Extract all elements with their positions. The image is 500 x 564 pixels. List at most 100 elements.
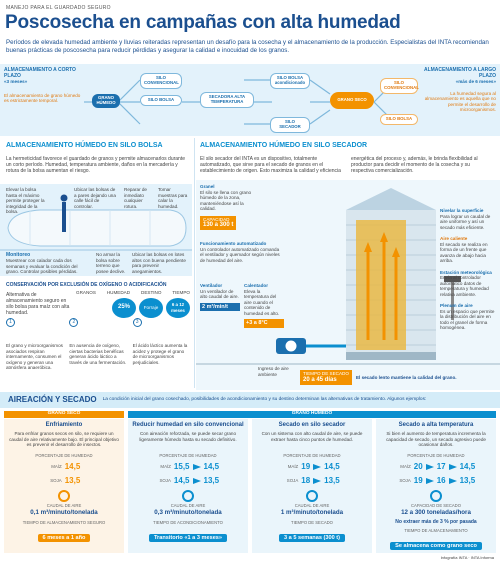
hum-value: 20 — [413, 461, 423, 471]
hum-row: MAÍZ 15,5 14,5 — [132, 461, 244, 472]
time: 6 meses a 1 año — [37, 533, 91, 543]
fan-label: Ventilador Un ventilador de alto caudal … — [200, 283, 240, 312]
hum-value: 18 — [301, 475, 311, 485]
time-label: TIEMPO DE SECADO — [303, 371, 349, 376]
bag-tip: Ubicar las bolsas de a pares dejando una… — [74, 187, 116, 209]
caudal: 0,3 m³/minuto/tonelada — [154, 509, 222, 517]
label-title: Estación meteorológica — [440, 269, 492, 275]
flow-node: GRANO HÚMEDO — [92, 94, 120, 108]
flow-node: GRANO SECO — [330, 92, 374, 109]
table-head: HUMEDAD — [106, 290, 131, 295]
step-text: En ausencia de oxígeno, ciertas bacteria… — [69, 343, 127, 365]
card-text: Con un sistema con alto caudal de aire, … — [261, 431, 363, 442]
hum-row: MAÍZ 20 17 14,5 — [380, 461, 492, 472]
arrow — [313, 463, 322, 470]
label-title: Granel — [200, 184, 215, 189]
step: 1 El grano y microorganismos asociados re… — [6, 318, 63, 371]
hum-value: 19 — [301, 461, 311, 471]
section-text: La hermeticidad favorece el guardado de … — [6, 156, 185, 174]
label-title: Plenum de aire — [440, 303, 473, 308]
step-number: 1 — [6, 318, 15, 327]
crop: MAÍZ — [51, 464, 62, 470]
caudal: 12 a 300 toneladas/hora — [401, 509, 471, 517]
flow-node: SILO SECADOR — [270, 117, 310, 133]
table-cell: 6 a 12 meses — [166, 297, 190, 318]
hum-value: 13,5 — [324, 475, 340, 485]
section-heading: ALMACENAMIENTO HÚMEDO EN SILO BOLSA — [6, 142, 163, 149]
card: Secado en silo secador Con un sistema con… — [252, 419, 372, 553]
fan-icon — [58, 490, 70, 503]
table-head: DESTINO — [141, 290, 162, 295]
aireacion-heading: AIREACIÓN Y SECADO — [8, 395, 97, 405]
time: Se almacena como grano seco — [390, 541, 482, 551]
label-title: Funcionamiento automatizado — [200, 241, 267, 247]
table-cell: Forraje — [139, 297, 163, 318]
ground-tip: No armar la bolsa sobre terreno que pose… — [96, 252, 126, 274]
aireacion-subtitle: La condición inicial del grano cosechado… — [102, 397, 427, 403]
crop: MAÍZ — [400, 464, 411, 470]
short-term-text: El almacenamiento de grano húmedo es est… — [4, 92, 81, 104]
flow-node: SILO CONVENCIONAL — [140, 73, 182, 89]
bag-illustration — [0, 194, 192, 251]
section-text: El silo secador del INTA es un dispositi… — [200, 156, 478, 174]
arrow — [313, 477, 322, 484]
step-number: 2 — [69, 318, 79, 327]
step: 3 El ácido láctico aumenta la acidez y pr… — [132, 318, 190, 371]
label-text: Un ventilador de alto caudal de aire. — [200, 288, 239, 300]
card: Reducir humedad en silo convencional Con … — [128, 419, 248, 553]
credit: Infografía INTA · INTA Informa — [440, 555, 494, 560]
flow-node: SECADORA ALTA TEMPERATURA — [200, 92, 254, 108]
card: Enfriamiento Para enfriar granos secos en… — [4, 419, 124, 553]
long-term-period: «más de 6 meses» — [455, 79, 496, 84]
capacity: CAPACIDAD 130 a 300 t — [200, 215, 237, 231]
hum-label: PORCENTAJE DE HUMEDAD — [283, 453, 341, 459]
time-label: TIEMPO DE ACONDICIONAMIENTO — [153, 519, 223, 525]
short-term-title: ALMACENAMIENTO A CORTO PLAZO — [4, 67, 76, 79]
hum-value: 13,5 — [203, 475, 220, 485]
card-title: Reducir humedad en silo convencional — [132, 422, 244, 428]
label-text: Eleva la temperatura del aire cuando el … — [244, 288, 280, 316]
time-label: TIEMPO DE ALMACENAMIENTO — [404, 527, 468, 533]
card-text: Con aireación reforzada, se puede secar … — [139, 431, 237, 442]
label-text: Para lograr un caudal de aire uniforme y… — [440, 213, 491, 230]
time-box: TIEMPO DE SECADO 20 a 45 días — [300, 370, 352, 385]
step-number: 3 — [132, 318, 142, 327]
divider — [194, 138, 195, 388]
hum-value: 19 — [413, 475, 423, 485]
monitor-text: Muestrear con calador cada dos semanas y… — [6, 258, 78, 274]
capacity-label: CAPACIDAD — [203, 216, 230, 222]
group-dry: GRANO SECO — [4, 411, 124, 418]
kicker: MANEJO PARA EL GUARDADO SEGURO — [6, 5, 111, 11]
capacity-value: 130 a 300 t — [203, 222, 234, 228]
label-title: Calentador — [244, 283, 268, 288]
time-label: TIEMPO DE ALMACENAMIENTO SEGURO — [22, 519, 106, 525]
arrow — [448, 477, 457, 484]
hum-value: 15,5 — [173, 461, 190, 471]
hum-row: MAÍZ 14,5 — [8, 461, 120, 472]
title: Poscosecha en campañas con alta humedad — [5, 12, 401, 33]
table-cell: 25% — [112, 297, 136, 318]
step-text: El grano y microorganismos asociados res… — [6, 343, 63, 370]
hum-value: 14,5 — [203, 461, 220, 471]
hum-row: SOJA 14,5 13,5 — [132, 475, 244, 486]
crop: SOJA — [159, 478, 171, 484]
arrow — [425, 477, 434, 484]
long-term-title: ALMACENAMIENTO A LARGO PLAZO — [423, 67, 496, 79]
heater-label: Calentador Eleva la temperatura del aire… — [244, 283, 284, 328]
arrow — [192, 477, 201, 484]
time-value: 20 a 45 días — [303, 376, 337, 383]
table-head: TIEMPO — [172, 290, 190, 295]
label-text: Envía al controlador automático datos de… — [440, 275, 489, 297]
hum-label: PORCENTAJE DE HUMEDAD — [35, 453, 93, 459]
hum-value: 14,5 — [64, 461, 81, 471]
bag-tip: Reparar de inmediato cualquier rotura. — [124, 187, 147, 209]
hum-value: 16 — [436, 475, 446, 485]
card-title: Enfriamiento — [45, 422, 83, 428]
aireacion-banner: AIREACIÓN Y SECADO La condición inicial … — [0, 392, 500, 408]
time-label: TIEMPO DE SECADO — [291, 519, 333, 525]
crop: SOJA — [50, 478, 62, 484]
hum-value: 14,5 — [173, 475, 190, 485]
step: 2 En ausencia de oxígeno, ciertas bacteri… — [69, 318, 126, 371]
hum-row: SOJA 19 16 13,5 — [380, 475, 492, 486]
